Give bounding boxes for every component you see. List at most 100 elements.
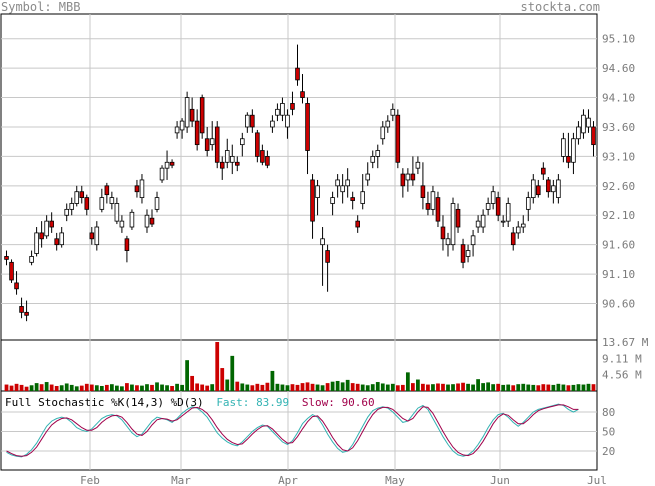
- volume-bar: [230, 355, 235, 391]
- candle-body: [219, 161, 225, 169]
- candle-body: [340, 185, 345, 193]
- volume-bar: [481, 383, 485, 391]
- stochastic-line-slow: [6, 404, 579, 457]
- candle-body: [390, 108, 396, 116]
- candle-body: [154, 197, 160, 210]
- volume-bar: [4, 384, 9, 391]
- volume-bar: [280, 384, 285, 391]
- volume-bar: [285, 385, 290, 391]
- candle-body: [174, 126, 180, 134]
- volume-bar: [130, 384, 134, 391]
- month-label: Apr: [278, 474, 298, 486]
- candle-body: [189, 108, 195, 122]
- volume-bar: [260, 384, 265, 391]
- candle-body: [285, 114, 290, 128]
- volume-bar: [370, 384, 375, 391]
- volume-bar: [14, 383, 19, 391]
- candle-body: [64, 208, 69, 216]
- volume-bar: [300, 383, 305, 391]
- volume-bar: [200, 384, 205, 391]
- candle-body: [9, 261, 14, 281]
- volume-bar: [426, 384, 430, 391]
- candle-body: [541, 167, 546, 175]
- candle-body: [365, 173, 371, 181]
- candle-body: [525, 197, 531, 210]
- site-label: stockta.com: [520, 0, 600, 14]
- volume-bar: [521, 383, 526, 391]
- volume-bar: [290, 384, 295, 391]
- volume-bar: [340, 382, 345, 391]
- candle-body: [39, 232, 44, 240]
- volume-bar: [531, 384, 536, 391]
- candle-body: [24, 311, 29, 316]
- candle-body: [375, 150, 381, 157]
- candle-body: [490, 191, 496, 204]
- volume-bar: [104, 384, 109, 391]
- price-tick-label: 94.60: [602, 62, 635, 75]
- candle-body: [380, 126, 386, 140]
- volume-bar: [69, 384, 74, 391]
- candle-body: [445, 238, 451, 246]
- candle-body: [94, 226, 100, 246]
- volume-bar: [125, 383, 129, 391]
- volume-bar: [400, 384, 405, 391]
- price-tick-label: 93.60: [602, 121, 635, 134]
- candle-body: [510, 232, 516, 246]
- stochastic-line-fast: [6, 403, 579, 458]
- volume-bar: [34, 383, 39, 391]
- volume-bar: [476, 379, 480, 391]
- candle-body: [204, 138, 210, 151]
- candle-body: [179, 120, 185, 131]
- candle-body: [500, 220, 506, 223]
- candle-body: [255, 132, 260, 157]
- candle-body: [505, 203, 511, 222]
- volume-bar: [380, 383, 385, 391]
- candle-body: [360, 191, 365, 204]
- candle-body: [89, 232, 95, 240]
- volume-bar: [89, 384, 94, 391]
- volume-bar: [275, 383, 280, 391]
- volume-bar: [541, 384, 546, 391]
- candle-body: [54, 238, 59, 246]
- volume-bar: [325, 383, 330, 391]
- candle-body: [425, 203, 431, 210]
- candle-body: [551, 185, 556, 193]
- candle-body: [29, 256, 34, 263]
- candle-body: [315, 185, 320, 198]
- candle-body: [139, 179, 145, 198]
- candle-body: [410, 173, 416, 181]
- candle-body: [79, 191, 85, 198]
- candle-body: [129, 211, 135, 228]
- candle-body: [119, 220, 125, 228]
- candle-body: [430, 191, 436, 210]
- volume-bar: [79, 385, 84, 391]
- candle-body: [420, 185, 426, 198]
- volume-bar: [24, 386, 29, 391]
- volume-bar: [49, 384, 54, 391]
- candle-body: [229, 156, 235, 163]
- symbol-label: Symbol: MBB: [1, 0, 81, 14]
- volume-bar: [395, 385, 400, 391]
- candle-body: [224, 150, 230, 163]
- volume-tick-label: 13.67 M: [602, 336, 649, 349]
- candle-body: [400, 173, 406, 187]
- volume-bar: [270, 370, 275, 391]
- volume-bar: [94, 385, 99, 391]
- candle-body: [84, 197, 90, 210]
- slow-label: Slow:: [301, 396, 335, 409]
- candle-body: [320, 238, 325, 246]
- volume-bar: [210, 384, 215, 391]
- candle-body: [460, 244, 466, 263]
- candle-body: [561, 138, 566, 157]
- price-tick-label: 90.60: [602, 298, 635, 311]
- candle-body: [576, 126, 581, 140]
- candle-body: [480, 214, 486, 228]
- candle-body: [164, 161, 170, 169]
- candle-body: [515, 226, 521, 234]
- volume-bar: [39, 384, 44, 391]
- volume-bar: [456, 383, 460, 391]
- candle-body: [485, 203, 491, 210]
- candle-body: [581, 114, 586, 134]
- candle-body: [134, 185, 140, 193]
- candle-body: [395, 114, 401, 163]
